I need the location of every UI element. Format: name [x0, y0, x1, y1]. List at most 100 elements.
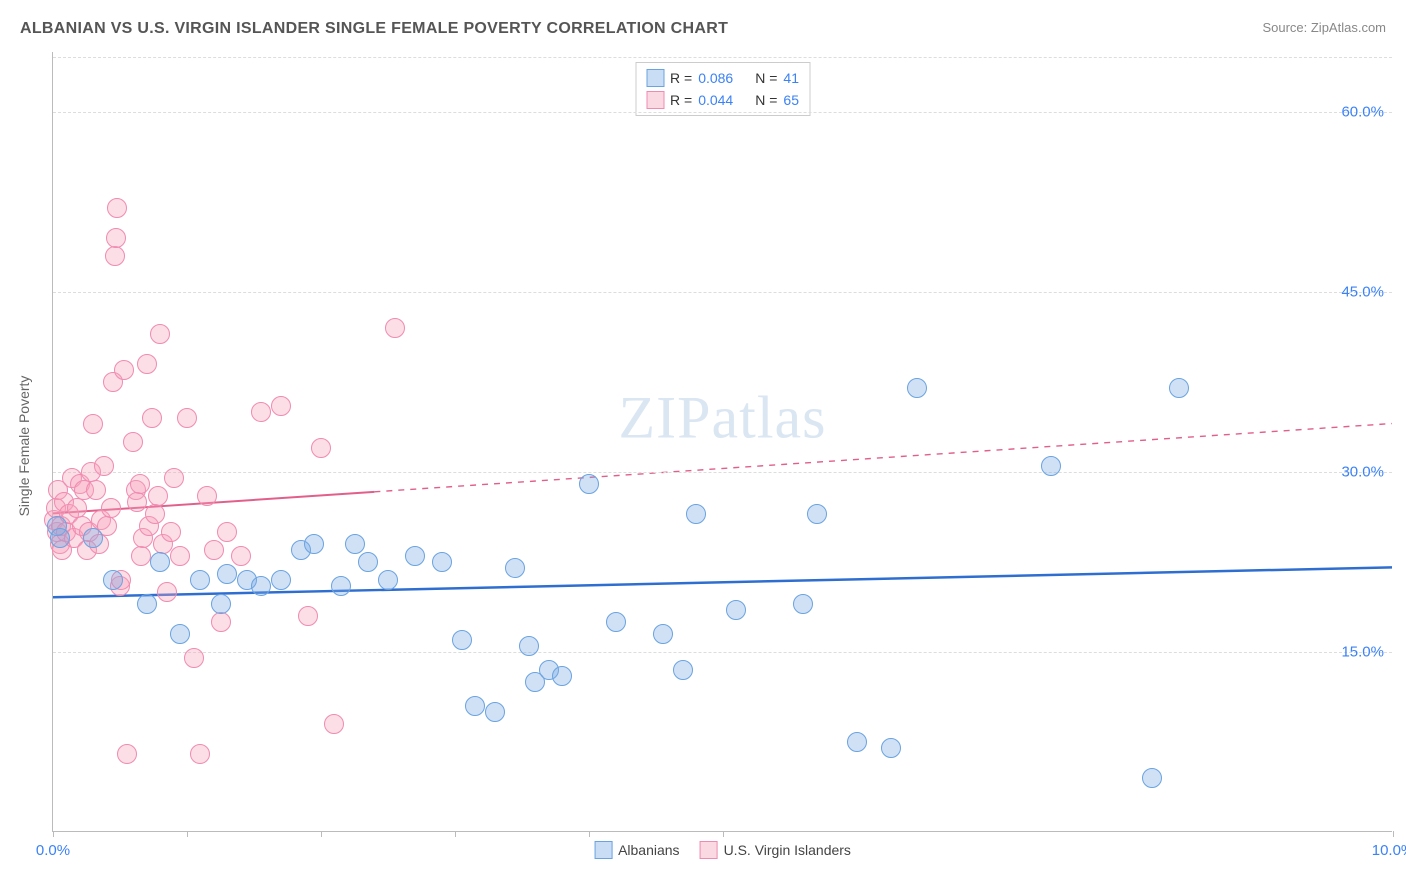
- scatter-point: [907, 378, 927, 398]
- scatter-point: [673, 660, 693, 680]
- xtick: [321, 831, 322, 837]
- xtick: [1393, 831, 1394, 837]
- scatter-point: [197, 486, 217, 506]
- scatter-point: [378, 570, 398, 590]
- scatter-point: [131, 546, 151, 566]
- ytick-label: 15.0%: [1341, 644, 1384, 661]
- scatter-point: [847, 732, 867, 752]
- scatter-point: [1041, 456, 1061, 476]
- scatter-point: [161, 522, 181, 542]
- scatter-point: [83, 414, 103, 434]
- gridline: [53, 57, 1392, 58]
- xtick: [53, 831, 54, 837]
- scatter-point: [117, 744, 137, 764]
- ytick-label: 30.0%: [1341, 464, 1384, 481]
- gridline: [53, 292, 1392, 293]
- scatter-point: [311, 438, 331, 458]
- scatter-point: [331, 576, 351, 596]
- scatter-point: [204, 540, 224, 560]
- legend-row: R = 0.086 N = 41: [646, 67, 799, 89]
- correlation-legend: R = 0.086 N = 41 R = 0.044 N = 65: [635, 62, 810, 116]
- xtick: [723, 831, 724, 837]
- scatter-point: [67, 498, 87, 518]
- gridline: [53, 112, 1392, 113]
- stat-label: R =: [670, 70, 692, 86]
- stat-value: 0.044: [698, 92, 733, 108]
- scatter-point: [324, 714, 344, 734]
- scatter-point: [217, 522, 237, 542]
- scatter-point: [552, 666, 572, 686]
- scatter-point: [150, 552, 170, 572]
- swatch-icon: [700, 841, 718, 859]
- scatter-point: [107, 198, 127, 218]
- swatch-icon: [646, 91, 664, 109]
- scatter-point: [807, 504, 827, 524]
- series-legend: Albanians U.S. Virgin Islanders: [594, 841, 851, 859]
- scatter-point: [358, 552, 378, 572]
- scatter-point: [137, 354, 157, 374]
- legend-item: U.S. Virgin Islanders: [700, 841, 851, 859]
- source-attribution: Source: ZipAtlas.com: [1262, 20, 1386, 35]
- scatter-point: [127, 492, 147, 512]
- stat-value: 41: [783, 70, 799, 86]
- scatter-point: [83, 528, 103, 548]
- xtick: [187, 831, 188, 837]
- scatter-point: [881, 738, 901, 758]
- scatter-point: [148, 486, 168, 506]
- scatter-point: [345, 534, 365, 554]
- legend-label: U.S. Virgin Islanders: [724, 842, 851, 858]
- swatch-icon: [594, 841, 612, 859]
- gridline: [53, 472, 1392, 473]
- gridline: [53, 652, 1392, 653]
- scatter-point: [170, 546, 190, 566]
- scatter-point: [150, 324, 170, 344]
- y-axis-label: Single Female Poverty: [16, 376, 32, 517]
- chart-title: ALBANIAN VS U.S. VIRGIN ISLANDER SINGLE …: [20, 20, 728, 38]
- scatter-point: [190, 570, 210, 590]
- scatter-point: [271, 570, 291, 590]
- scatter-point: [101, 498, 121, 518]
- scatter-point: [103, 570, 123, 590]
- scatter-point: [485, 702, 505, 722]
- watermark: ZIPatlas: [619, 384, 827, 453]
- xtick-label: 0.0%: [36, 842, 70, 859]
- scatter-point: [385, 318, 405, 338]
- scatter-point: [726, 600, 746, 620]
- scatter-point: [184, 648, 204, 668]
- scatter-point: [50, 528, 70, 548]
- stat-label: N =: [755, 92, 777, 108]
- ytick-label: 60.0%: [1341, 104, 1384, 121]
- scatter-point: [1169, 378, 1189, 398]
- scatter-point: [606, 612, 626, 632]
- scatter-plot-area: ZIPatlas R = 0.086 N = 41 R = 0.044 N = …: [52, 52, 1392, 832]
- scatter-point: [452, 630, 472, 650]
- stat-label: R =: [670, 92, 692, 108]
- scatter-point: [114, 360, 134, 380]
- legend-item: Albanians: [594, 841, 680, 859]
- scatter-point: [653, 624, 673, 644]
- scatter-point: [105, 246, 125, 266]
- legend-label: Albanians: [618, 842, 680, 858]
- stat-value: 0.086: [698, 70, 733, 86]
- scatter-point: [579, 474, 599, 494]
- scatter-point: [1142, 768, 1162, 788]
- scatter-point: [142, 408, 162, 428]
- scatter-point: [86, 480, 106, 500]
- xtick-label: 10.0%: [1372, 842, 1406, 859]
- scatter-point: [793, 594, 813, 614]
- scatter-point: [123, 432, 143, 452]
- scatter-point: [432, 552, 452, 572]
- xtick: [455, 831, 456, 837]
- scatter-point: [137, 594, 157, 614]
- swatch-icon: [646, 69, 664, 87]
- xtick: [589, 831, 590, 837]
- scatter-point: [519, 636, 539, 656]
- scatter-point: [251, 402, 271, 422]
- scatter-point: [106, 228, 126, 248]
- scatter-point: [217, 564, 237, 584]
- stat-label: N =: [755, 70, 777, 86]
- scatter-point: [686, 504, 706, 524]
- scatter-point: [170, 624, 190, 644]
- scatter-point: [405, 546, 425, 566]
- trend-line-dashed: [374, 424, 1392, 492]
